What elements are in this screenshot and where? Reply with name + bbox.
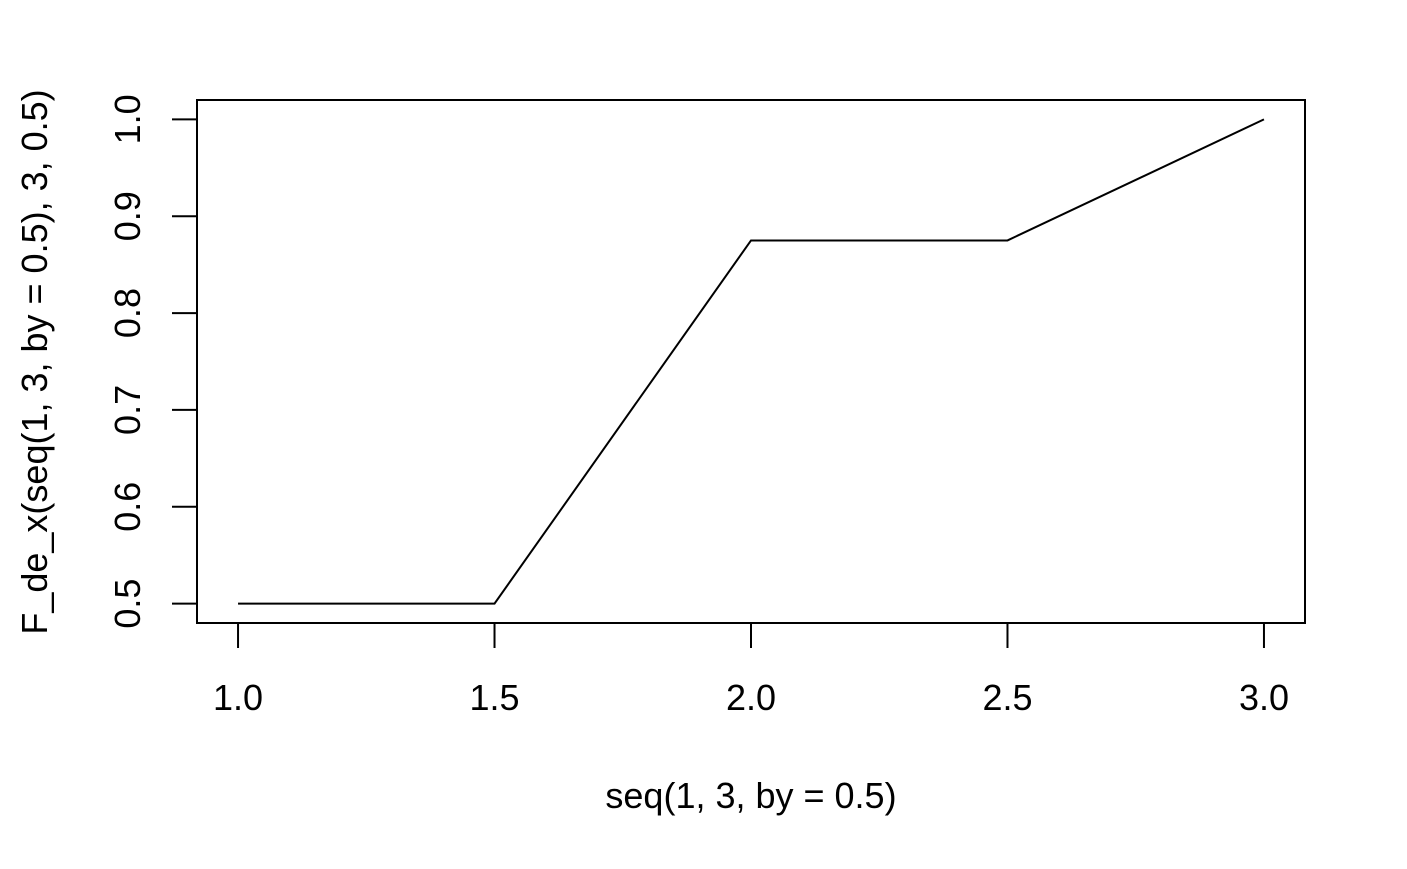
y-axis-title: F_de_x(seq(1, 3, by = 0.5), 3, 0.5) bbox=[14, 89, 55, 634]
y-tick-label: 0.8 bbox=[107, 288, 148, 338]
x-tick-label: 2.0 bbox=[726, 677, 776, 718]
y-axis: 0.5 0.6 0.7 0.8 0.9 1.0 bbox=[107, 94, 198, 629]
y-tick-label: 1.0 bbox=[107, 94, 148, 144]
series-line bbox=[238, 118, 1265, 605]
x-axis: 1.0 1.5 2.0 2.5 3.0 bbox=[213, 622, 1289, 718]
x-tick-label: 1.5 bbox=[469, 677, 519, 718]
x-tick-label: 3.0 bbox=[1239, 677, 1289, 718]
y-tick-label: 0.5 bbox=[107, 579, 148, 629]
x-axis-title: seq(1, 3, by = 0.5) bbox=[605, 775, 896, 816]
y-tick-label: 0.9 bbox=[107, 191, 148, 241]
y-tick-label: 0.7 bbox=[107, 385, 148, 435]
y-tick-label: 0.6 bbox=[107, 482, 148, 532]
x-tick-label: 2.5 bbox=[982, 677, 1032, 718]
x-tick-label: 1.0 bbox=[213, 677, 263, 718]
